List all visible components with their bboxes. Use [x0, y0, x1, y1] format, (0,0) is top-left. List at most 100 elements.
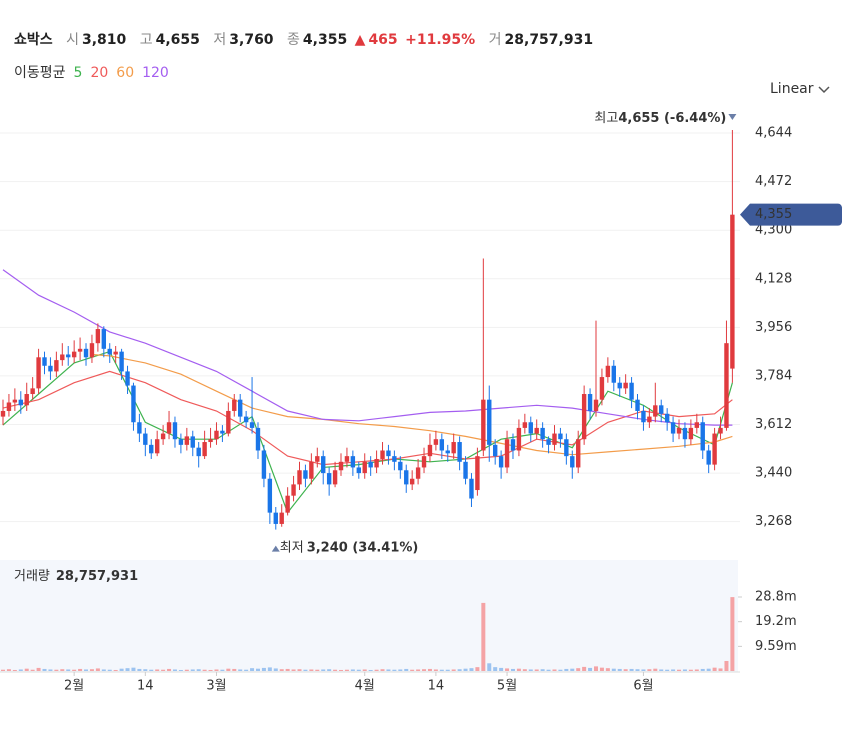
- volume-bar: [30, 669, 35, 671]
- candle-body: [694, 422, 700, 428]
- x-tick-label: 5월: [497, 679, 517, 694]
- volume-bar: [315, 669, 320, 671]
- volume-bar: [66, 669, 71, 671]
- volume-panel: [0, 560, 738, 672]
- candle-body: [439, 439, 445, 451]
- volume-bar: [42, 668, 47, 671]
- volume-bar: [605, 668, 610, 671]
- candle-body: [433, 439, 439, 445]
- volume-bar: [12, 669, 17, 671]
- volume-bar: [611, 668, 616, 671]
- volume-bar: [730, 597, 735, 671]
- volume-bar: [427, 668, 432, 671]
- volume-bar: [137, 668, 142, 671]
- candle-body: [475, 456, 480, 491]
- dropdown-chevron[interactable]: [818, 86, 830, 94]
- candle-body: [24, 394, 29, 406]
- candle-body: [457, 442, 462, 462]
- candle-body: [647, 416, 652, 423]
- volume-bar: [475, 667, 480, 671]
- label: 저: [213, 32, 227, 48]
- candle-body: [629, 382, 634, 400]
- candle-body: [641, 410, 646, 423]
- candle-body: [249, 422, 255, 428]
- volume-bar: [196, 669, 201, 671]
- candle-body: [623, 382, 628, 389]
- x-tick-label: 4월: [355, 679, 375, 694]
- candle-body: [214, 430, 219, 440]
- volume-bar: [362, 669, 367, 671]
- volume-bar: [143, 669, 148, 671]
- legend-entry: 120: [142, 65, 169, 81]
- candle-body: [409, 478, 415, 485]
- volume-bar: [54, 669, 59, 671]
- candle-body: [724, 343, 729, 428]
- volume-bar: [564, 668, 569, 671]
- candle-body: [226, 410, 231, 434]
- volume-bar: [546, 669, 551, 671]
- candle-body: [463, 461, 468, 479]
- candle-body: [659, 405, 664, 414]
- candle-body: [143, 433, 148, 445]
- candle-body: [700, 422, 705, 451]
- volume-bar: [712, 667, 717, 671]
- volume-bar: [321, 669, 326, 671]
- candle-body: [498, 456, 504, 468]
- candle-body: [326, 473, 332, 485]
- y-tick-label: 4,472: [755, 174, 792, 189]
- volume-bar: [439, 669, 444, 671]
- price-tag: [740, 203, 842, 226]
- y-tick-label: 3,440: [755, 466, 792, 481]
- candle-body: [605, 365, 611, 378]
- candle-body: [48, 365, 53, 372]
- label: 종: [287, 32, 300, 48]
- candle-body: [712, 433, 717, 465]
- candle-body: [617, 382, 622, 389]
- volume-bar: [416, 669, 421, 671]
- candle-body: [125, 371, 130, 386]
- x-tick-label: 14: [137, 679, 154, 694]
- volume-bar: [167, 668, 172, 671]
- candle-body: [332, 470, 338, 485]
- volume-bar: [214, 669, 219, 671]
- volume-bar: [629, 668, 634, 671]
- candle-body: [95, 329, 101, 344]
- scale-dropdown[interactable]: Linear: [770, 81, 814, 97]
- candle-body: [36, 357, 41, 389]
- volume-bar: [95, 668, 100, 671]
- candle-body: [149, 444, 154, 454]
- candle-body: [113, 351, 118, 355]
- candle-body: [220, 430, 225, 434]
- volume-bar: [671, 669, 676, 671]
- candle-body: [119, 351, 124, 372]
- volume-bar: [552, 669, 557, 671]
- volume-bar: [344, 669, 349, 671]
- y-tick-label: 3,612: [755, 417, 792, 432]
- candle-body: [243, 416, 249, 423]
- min-prefix: 최저: [280, 540, 304, 555]
- volume-bar: [570, 668, 575, 671]
- candle-body: [356, 467, 361, 474]
- volume-bar: [285, 668, 290, 671]
- volume-bar: [599, 667, 604, 671]
- volume-bar: [404, 668, 409, 671]
- candle-body: [89, 343, 95, 358]
- price-tag-label: 4,355: [755, 207, 792, 222]
- volume-bar: [463, 668, 468, 671]
- volume-title-label: 거래량: [14, 569, 50, 584]
- candle-body: [238, 399, 243, 417]
- volume-bar: [48, 669, 53, 671]
- label: 고: [139, 32, 153, 48]
- candle-body: [664, 413, 670, 423]
- volume-bar: [232, 668, 237, 671]
- legend-entry: 5: [73, 65, 83, 81]
- candle-body: [487, 399, 492, 445]
- max-label: 4,655 (-6.44%): [618, 110, 726, 125]
- volume-total: 28,757,931: [56, 569, 138, 584]
- volume-bar: [339, 669, 344, 671]
- candle-body: [30, 388, 35, 395]
- candle-body: [546, 439, 551, 445]
- volume-bar: [718, 668, 723, 671]
- candle-body: [564, 439, 569, 457]
- candle-body: [297, 470, 302, 485]
